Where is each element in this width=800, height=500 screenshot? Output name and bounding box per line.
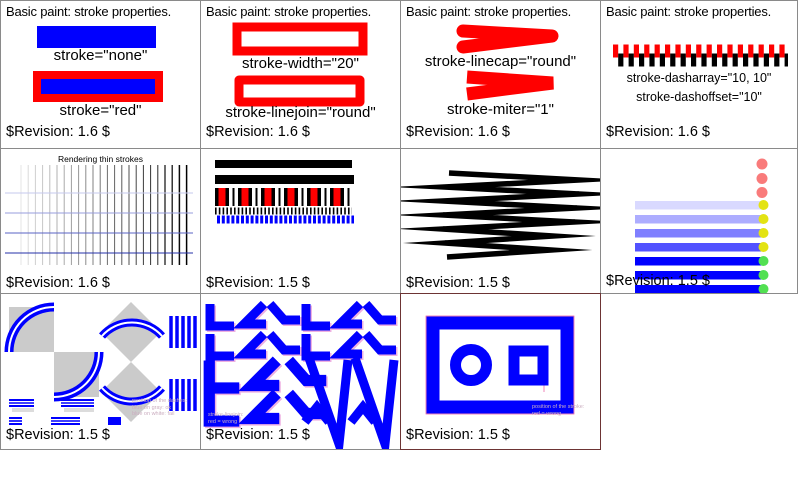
cell-linecap-miter: Basic paint: stroke properties. stroke-l… (400, 0, 601, 149)
dashes-on-gray-graphic (4, 302, 197, 425)
pass-criteria-note: position of the stroke: red = wrong (532, 404, 585, 417)
label-stroke-none: stroke="none" (53, 47, 148, 64)
cell-title: Basic paint: stroke properties. (406, 4, 572, 19)
revision-text: $Revision: 1.5 $ (406, 275, 510, 291)
blue-filled-rect (37, 26, 156, 48)
vertical-stripe-square (169, 379, 197, 411)
red-black-barcode-row (215, 188, 350, 206)
revision-text: $Revision: 1.5 $ (6, 427, 110, 443)
cell-dasharray: Basic paint: stroke properties. stroke-d… (600, 0, 798, 149)
thin-strokes-graphic (5, 165, 193, 265)
revision-text: $Revision: 1.5 $ (606, 273, 710, 289)
revision-text: $Revision: 1.6 $ (406, 124, 510, 140)
solid-black-bar (215, 160, 352, 168)
blue-opacity-bars (635, 201, 762, 293)
small-join-shapes-row2 (210, 334, 398, 358)
round-cap-shape (456, 24, 559, 54)
label-stroke-red: stroke="red" (59, 102, 142, 119)
blue-ring-square (508, 345, 549, 386)
revision-text: $Revision: 1.5 $ (406, 427, 510, 443)
vertical-line-ramp (20, 165, 188, 265)
cell-title: Basic paint: stroke properties. (6, 4, 172, 19)
label-stroke-dashoffset: stroke-dashoffset="10" (636, 90, 762, 104)
reference-hairline (425, 315, 575, 415)
cell-dash-patterns: $Revision: 1.5 $ (200, 148, 401, 294)
cell-stroke-width-linejoin: Basic paint: stroke properties. stroke-w… (200, 0, 401, 149)
cell-miter-spikes: $Revision: 1.5 $ (400, 148, 601, 294)
miter-one-shape (466, 70, 554, 101)
thick-stroke-rect (232, 22, 368, 56)
round-join-rect (234, 75, 365, 107)
blue-ring-circle (450, 344, 492, 386)
revision-text: $Revision: 1.6 $ (6, 124, 110, 140)
stroke-position-graphic (425, 315, 575, 415)
dasharray-graphic (613, 44, 788, 67)
vertical-stripe-square (169, 316, 197, 348)
revision-text: $Revision: 1.6 $ (6, 275, 110, 291)
caret-and-v-shapes (301, 356, 399, 449)
dash-patterns-graphic (215, 160, 354, 224)
label-stroke-linecap: stroke-linecap="round" (424, 53, 577, 70)
revision-text: $Revision: 1.5 $ (206, 275, 310, 291)
opacity-bars-graphic (635, 158, 769, 293)
label-stroke-linejoin: stroke-linejoin="round" (225, 104, 376, 121)
gray-diamond (101, 362, 161, 422)
cell-stroke-position: position of the stroke: red = wrong $Revi… (400, 293, 601, 450)
horizontal-blue-line-ramp (5, 192, 193, 254)
miter-spikes-graphic (401, 170, 600, 260)
revision-text: $Revision: 1.6 $ (606, 124, 710, 140)
linejoin-shapes-graphic (201, 294, 400, 449)
small-join-shapes-row1 (210, 304, 398, 328)
bar-end-dots (758, 200, 769, 293)
revision-text: $Revision: 1.6 $ (206, 124, 310, 140)
label-stroke-miter: stroke-miter="1" (447, 101, 554, 118)
cell-linejoin-shapes: stroke-linejoin: red = wrong $Revision: 1… (200, 293, 401, 450)
cell-title: Rendering thin strokes (57, 154, 144, 164)
cell-stroke-none-red: Basic paint: stroke properties. stroke="… (0, 0, 201, 149)
label-stroke-width: stroke-width="20" (242, 55, 359, 72)
cell-title: Basic paint: stroke properties. (606, 4, 772, 19)
label-stroke-dasharray: stroke-dasharray="10, 10" (626, 71, 772, 85)
stroke-width-graphic (232, 22, 368, 107)
zigzag-spike-polyline (401, 170, 600, 260)
solid-black-bar (215, 175, 354, 184)
cell-thin-strokes: Rendering thin strokes $Revision: 1.6 $ (0, 148, 201, 294)
cell-dashes-on-gray: position of the dashes: blue on gray: ok b… (0, 293, 201, 450)
cell-opacity-bars: $Revision: 1.5 $ (600, 148, 798, 294)
cell-title: Basic paint: stroke properties. (206, 4, 372, 19)
linecap-miter-graphic (456, 24, 559, 101)
gray-diamond (101, 302, 161, 362)
revision-text: $Revision: 1.5 $ (206, 427, 310, 443)
pass-criteria-note: position of the dashes: blue on gray: ok b… (132, 398, 188, 417)
stroke-none-red-graphic (33, 26, 163, 102)
blue-outer-rect (426, 316, 574, 414)
salmon-dots (756, 158, 768, 198)
striped-dash-bars (9, 399, 121, 425)
pass-criteria-note: stroke-linejoin: red = wrong (208, 412, 244, 425)
